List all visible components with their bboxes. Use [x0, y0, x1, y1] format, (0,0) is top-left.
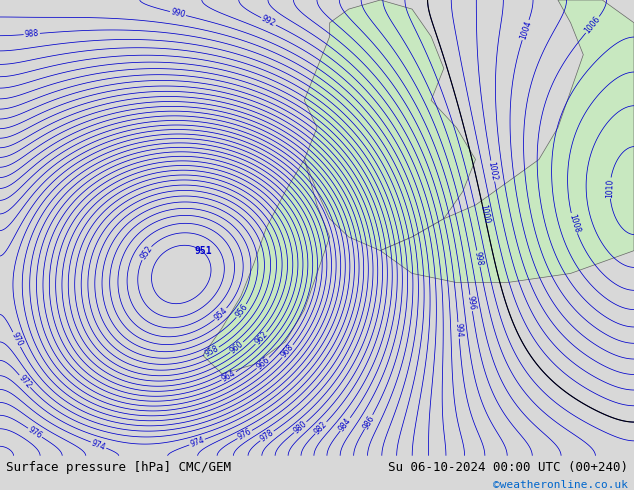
Text: 976: 976	[236, 427, 253, 442]
Text: Surface pressure [hPa] CMC/GEM: Surface pressure [hPa] CMC/GEM	[6, 461, 231, 474]
Text: 970: 970	[10, 331, 24, 348]
Text: 972: 972	[16, 373, 33, 390]
Text: 982: 982	[313, 419, 329, 436]
Text: 976: 976	[27, 425, 44, 441]
Text: ©weatheronline.co.uk: ©weatheronline.co.uk	[493, 480, 628, 490]
Text: 954: 954	[212, 306, 230, 322]
Text: 966: 966	[254, 355, 271, 371]
Text: 990: 990	[170, 7, 186, 20]
Text: 980: 980	[292, 419, 309, 436]
Text: 952: 952	[138, 245, 154, 262]
Text: 960: 960	[228, 339, 245, 355]
Polygon shape	[380, 0, 634, 283]
Text: 958: 958	[204, 344, 220, 359]
Text: 992: 992	[260, 14, 277, 29]
Text: 1004: 1004	[518, 20, 533, 41]
Text: 978: 978	[259, 428, 275, 444]
Text: 1006: 1006	[583, 15, 602, 35]
Text: Su 06-10-2024 00:00 UTC (00+240): Su 06-10-2024 00:00 UTC (00+240)	[387, 461, 628, 474]
Text: 996: 996	[465, 295, 477, 311]
Text: 1008: 1008	[567, 213, 581, 234]
Text: 984: 984	[337, 416, 353, 433]
Text: 1002: 1002	[486, 161, 499, 181]
Text: 1010: 1010	[605, 178, 615, 198]
Text: 964: 964	[220, 368, 237, 384]
Polygon shape	[304, 0, 476, 251]
Text: 986: 986	[361, 414, 376, 431]
Text: 956: 956	[233, 302, 250, 319]
Text: 968: 968	[280, 343, 296, 360]
Polygon shape	[203, 160, 330, 374]
Text: 951: 951	[194, 245, 212, 256]
Text: 962: 962	[253, 330, 269, 346]
Text: 974: 974	[189, 436, 205, 449]
Text: 974: 974	[90, 438, 107, 452]
Text: 988: 988	[24, 29, 39, 39]
Text: 994: 994	[453, 323, 463, 338]
Text: 1000: 1000	[478, 204, 491, 224]
Text: 998: 998	[472, 250, 484, 267]
